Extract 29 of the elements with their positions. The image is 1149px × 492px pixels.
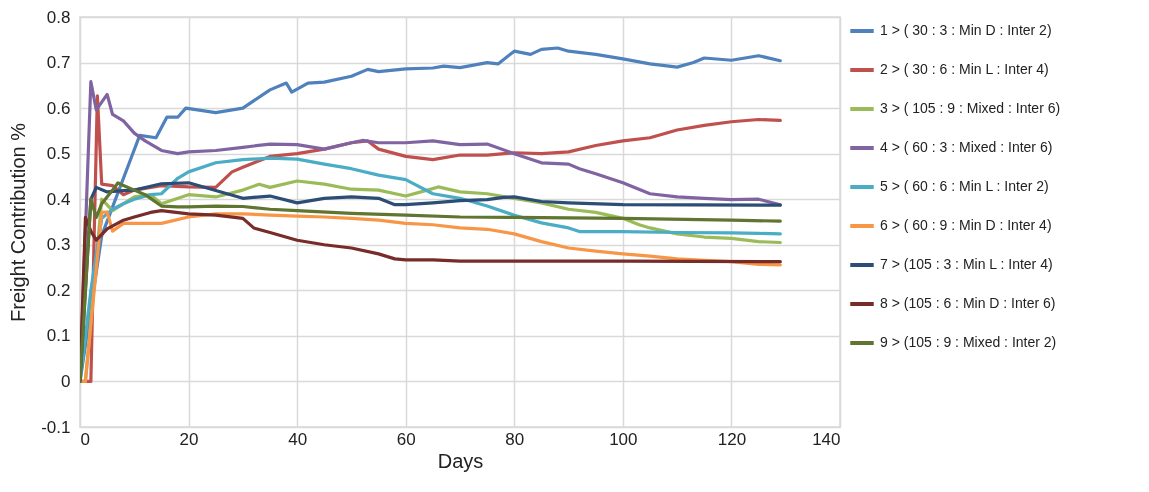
x-tick-label: 140 [812,429,841,449]
y-tick-label: 0 [61,371,71,391]
x-tick-label: 40 [288,429,308,449]
legend-label: 7 > (105 : 3 : Min L : Inter 4) [880,256,1053,272]
legend-label: 1 > ( 30 : 3 : Min D : Inter 2) [880,22,1052,38]
legend-label: 9 > (105 : 9 : Mixed : Inter 2) [880,334,1057,350]
legend-label: 6 > ( 60 : 9 : Min D : Inter 4) [880,217,1052,233]
y-tick-label: 0.7 [46,53,71,73]
x-tick-label: 120 [717,429,747,449]
legend-label: 4 > ( 60 : 3 : Mixed : Inter 6) [880,139,1053,155]
x-tick-label: 0 [80,429,90,449]
legend-label: 5 > ( 60 : 6 : Min L : Inter 2) [880,178,1049,194]
y-tick-label: 0.4 [46,189,71,209]
y-tick-label: 0.6 [46,98,71,118]
x-axis-title: Days [437,449,484,472]
y-tick-label: 0.2 [46,280,71,300]
y-tick-label: 0.5 [46,144,71,164]
x-tick-label: 60 [396,429,416,449]
x-tick-label: 80 [505,429,525,449]
y-axis-title: Freight Contribution % [7,122,30,322]
x-tick-label: 100 [609,429,638,449]
y-tick-label: 0.8 [46,7,71,27]
legend-label: 3 > ( 105 : 9 : Mixed : Inter 6) [880,100,1061,116]
y-tick-label: 0.3 [46,235,71,255]
legend-label: 2 > ( 30 : 6 : Min L : Inter 4) [880,61,1049,77]
y-tick-label: -0.1 [41,417,71,437]
x-tick-label: 20 [179,429,199,449]
legend-label: 8 > (105 : 6 : Min D : Inter 6) [880,295,1056,311]
y-tick-label: 0.1 [46,326,71,346]
